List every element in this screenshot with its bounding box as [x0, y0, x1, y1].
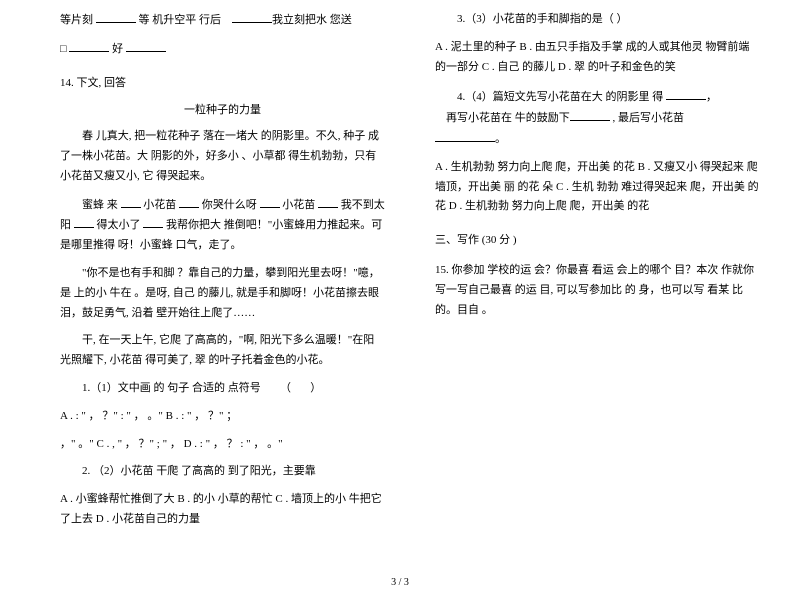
- text: 2. （2）小花苗 干爬 了高高的 到了阳光，主要靠: [82, 465, 316, 477]
- options-3: A . 泥土里的种子 B . 由五只手指及手掌 成的人或其他灵 物臂前端的一部分…: [435, 38, 760, 78]
- text: 我立刻把水 您送: [272, 14, 352, 26]
- blank: [143, 215, 163, 228]
- text: 蜜蜂 来: [82, 199, 121, 211]
- blank: [232, 10, 272, 23]
- left-column: 等片刻 等 机升空平 行后 我立刻把水 您送 □ 好 14. 下文, 回答 一粒…: [60, 10, 385, 538]
- text: 4.（4）篇短文先写小花苗在大 的阴影里 得: [457, 91, 663, 103]
- blank: [260, 195, 280, 208]
- options-2: A . 小蜜蜂帮忙推倒了大 B . 的小 小草的帮忙 C . 墙顶上的小 牛把它…: [60, 490, 385, 530]
- fill-line-1: 等片刻 等 机升空平 行后 我立刻把水 您送: [60, 10, 385, 31]
- text: 得太小了: [97, 219, 144, 231]
- fill-line-2: □ 好: [60, 39, 385, 60]
- text: 1.（1）文中画 的 句子 合适的 点符号: [82, 382, 261, 394]
- text: 小花苗: [282, 199, 318, 211]
- paragraph-1: 春 儿真大, 把一粒花种子 落在一堵大 的阴影里。不久, 种子 成了一株小花苗。…: [60, 127, 385, 186]
- paragraph-3: "你不是也有手和脚 ？靠自己的力量，攀到阳光里去呀！"噫，是 上的小 牛在 。是…: [60, 264, 385, 323]
- text: 等片刻: [60, 14, 96, 26]
- page-footer: 3 / 3: [0, 577, 800, 588]
- text: 你哭什么呀: [202, 199, 260, 211]
- text: 3.（3）小花苗的手和脚指的是（ ）: [457, 13, 628, 25]
- blank: [74, 215, 94, 228]
- text: 好: [112, 43, 126, 55]
- blank: [318, 195, 338, 208]
- options-1-row2: ，" 。" C . , " ， ？" ; " ， D . : " ， ？ : "…: [60, 435, 385, 455]
- text: □: [60, 43, 69, 55]
- passage-title: 一粒种子的力量: [60, 101, 385, 121]
- question-15: 15. 你参加 学校的运 会？你最喜 看运 会上的哪个 目？本次 作就你写一写自…: [435, 261, 760, 320]
- text: 再写小花苗在 牛的鼓励下: [446, 112, 570, 124]
- blank: [96, 10, 136, 23]
- blank: [179, 195, 199, 208]
- question-14: 14. 下文, 回答: [60, 74, 385, 94]
- blank: [69, 39, 109, 52]
- sub-question-4: 4.（4）篇短文先写小花苗在大 的阴影里 得 ， 再写小花苗在 牛的鼓励下 , …: [435, 87, 760, 149]
- blank: [435, 129, 495, 142]
- sub-question-2: 2. （2）小花苗 干爬 了高高的 到了阳光，主要靠: [60, 462, 385, 482]
- text: , 最后写小花苗: [613, 112, 685, 124]
- blank: [121, 195, 141, 208]
- blank: [126, 39, 166, 52]
- options-1-row1: A . : " ， ？" : " ， 。" B . : " ， ？" ；: [60, 407, 385, 427]
- blank: [570, 108, 610, 121]
- text: 小花苗: [143, 199, 179, 211]
- right-column: 3.（3）小花苗的手和脚指的是（ ） A . 泥土里的种子 B . 由五只手指及…: [435, 10, 760, 538]
- blank: [666, 87, 706, 100]
- sub-question-1: 1.（1）文中画 的 句子 合适的 点符号 （ ）: [60, 379, 385, 399]
- text: 等 机升空平 行后: [139, 14, 222, 26]
- sub-question-3: 3.（3）小花苗的手和脚指的是（ ）: [435, 10, 760, 30]
- section-3-heading: 三、写作 (30 分 ): [435, 231, 760, 251]
- paragraph-4: 干, 在一天上午, 它爬 了高高的，"啊, 阳光下多么温暖！"在阳光照耀下, 小…: [60, 331, 385, 371]
- paragraph-2: 蜜蜂 来 小花苗 你哭什么呀 小花苗 我不到太阳 得太小了 我帮你把大 推倒吧！…: [60, 195, 385, 256]
- options-4: A . 生机勃勃 努力向上爬 爬，开出美 的花 B . 又瘦又小 得哭起来 爬 …: [435, 158, 760, 217]
